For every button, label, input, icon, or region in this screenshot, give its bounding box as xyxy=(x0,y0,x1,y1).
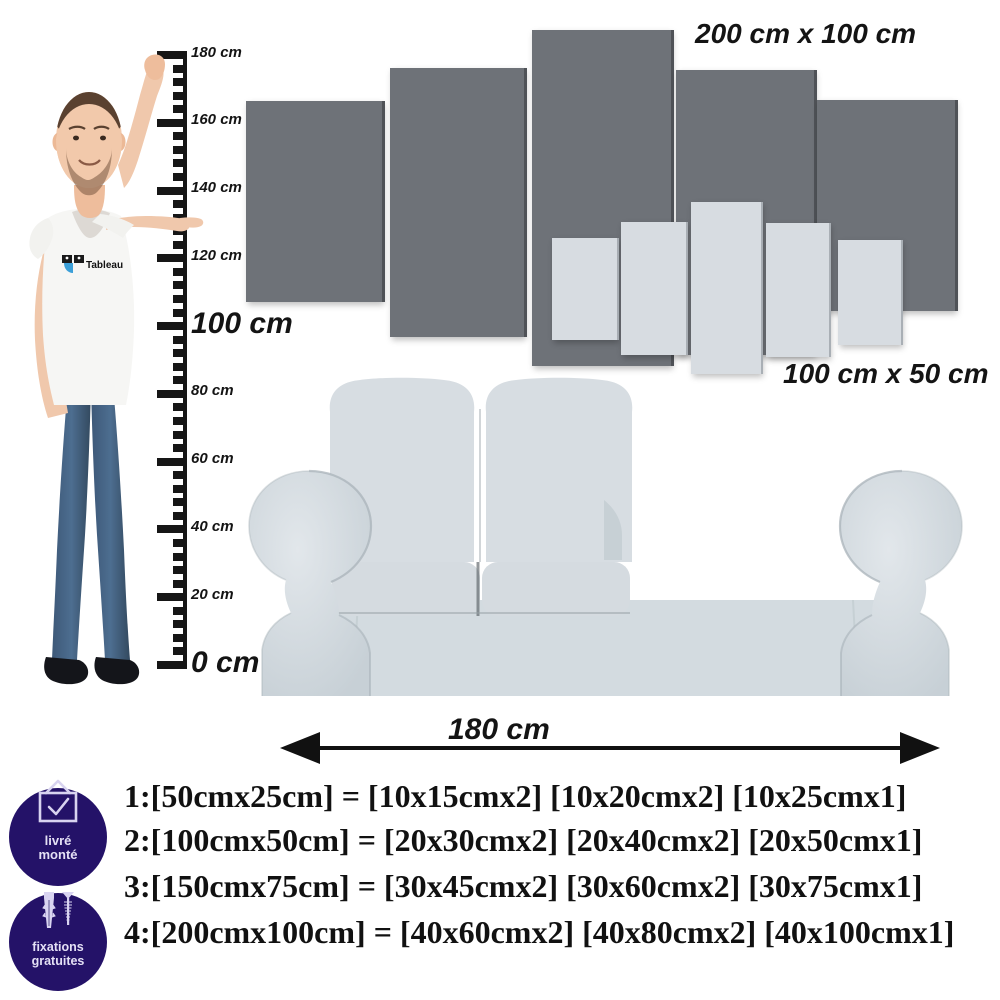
svg-text:livré: livré xyxy=(45,833,72,848)
svg-text:monté: monté xyxy=(39,847,78,862)
svg-text:gratuites: gratuites xyxy=(32,954,85,968)
svg-text:fixations: fixations xyxy=(32,940,83,954)
